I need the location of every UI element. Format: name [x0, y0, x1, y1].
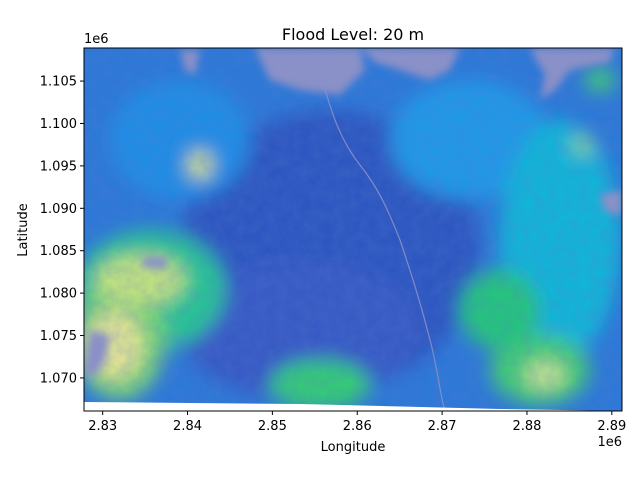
x-tick-label: 2.89 [597, 419, 626, 434]
x-tick-label: 2.83 [88, 419, 117, 434]
flooded-areas [84, 48, 622, 380]
y-tick-label: 1.090 [40, 202, 77, 217]
x-axis-label: Longitude [321, 440, 386, 455]
x-tick-label: 2.86 [343, 419, 372, 434]
y-offset-label: 1e6 [84, 32, 109, 47]
no-data-strip [84, 402, 622, 411]
x-offset-label: 1e6 [597, 435, 622, 450]
river-channel [319, 69, 446, 411]
y-tick-label: 1.070 [40, 371, 77, 386]
x-tick-label: 2.88 [512, 419, 541, 434]
y-tick-label: 1.075 [40, 329, 77, 344]
x-tick-label: 2.84 [173, 419, 202, 434]
y-tick-label: 1.080 [40, 287, 77, 302]
y-tick-label: 1.085 [40, 244, 77, 259]
x-tick-label: 2.85 [258, 419, 287, 434]
y-tick-label: 1.105 [40, 75, 77, 90]
elevation-map [84, 48, 622, 411]
x-tick-label: 2.87 [428, 419, 457, 434]
plot-frame [83, 47, 623, 412]
y-tick-label: 1.095 [40, 159, 77, 174]
y-axis-ticks: 1.070 1.075 1.080 1.085 1.090 1.095 1.100 1.105 [40, 75, 84, 386]
x-axis-ticks: 2.83 2.84 2.85 2.86 2.87 2.88 2.89 [88, 411, 626, 434]
chart-title: Flood Level: 20 m [282, 25, 424, 44]
y-tick-label: 1.100 [40, 117, 77, 132]
y-axis-label: Latitude [16, 203, 31, 257]
terrain-texture [84, 48, 622, 411]
